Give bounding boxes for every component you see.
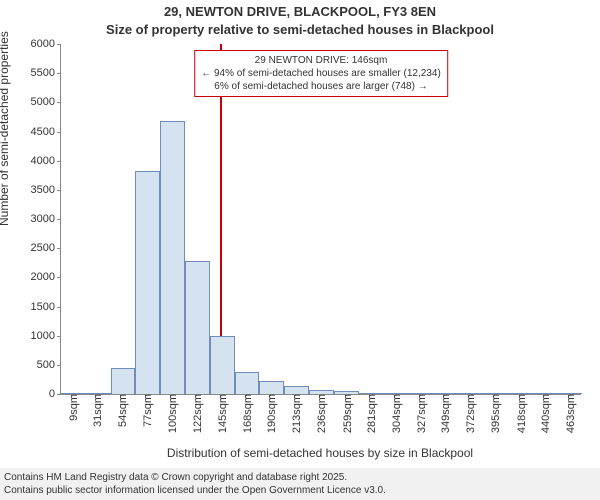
y-tick-mark bbox=[57, 102, 61, 103]
y-tick-mark bbox=[57, 336, 61, 337]
y-tick-mark bbox=[57, 307, 61, 308]
x-tick-label: 54sqm bbox=[111, 394, 129, 427]
x-tick-label: 327sqm bbox=[410, 394, 428, 433]
histogram-bar bbox=[284, 386, 309, 394]
y-tick-mark bbox=[57, 394, 61, 395]
histogram-bar bbox=[259, 381, 284, 394]
x-tick-label: 77sqm bbox=[136, 394, 154, 427]
x-tick-label: 349sqm bbox=[434, 394, 452, 433]
x-tick-label: 145sqm bbox=[211, 394, 229, 433]
x-tick-label: 281sqm bbox=[360, 394, 378, 433]
x-tick-label: 31sqm bbox=[86, 394, 104, 427]
x-tick-label: 440sqm bbox=[534, 394, 552, 433]
histogram-bar bbox=[135, 171, 160, 394]
y-tick-mark bbox=[57, 277, 61, 278]
histogram-bar bbox=[210, 336, 235, 394]
x-tick-label: 122sqm bbox=[186, 394, 204, 433]
x-axis-label: Distribution of semi-detached houses by … bbox=[60, 446, 580, 460]
x-tick-label: 9sqm bbox=[62, 394, 80, 421]
x-tick-label: 100sqm bbox=[161, 394, 179, 433]
x-tick-label: 463sqm bbox=[559, 394, 577, 433]
histogram-bar bbox=[235, 372, 260, 394]
x-tick-label: 259sqm bbox=[336, 394, 354, 433]
x-tick-label: 236sqm bbox=[310, 394, 328, 433]
x-tick-label: 168sqm bbox=[236, 394, 254, 433]
histogram-bar bbox=[111, 368, 136, 394]
y-tick-mark bbox=[57, 365, 61, 366]
annotation-line3: 6% of semi-detached houses are larger (7… bbox=[201, 80, 441, 93]
y-tick-mark bbox=[57, 219, 61, 220]
x-tick-label: 190sqm bbox=[260, 394, 278, 433]
y-tick-mark bbox=[57, 161, 61, 162]
annotation-box: 29 NEWTON DRIVE: 146sqm ← 94% of semi-de… bbox=[194, 50, 448, 97]
annotation-line2: ← 94% of semi-detached houses are smalle… bbox=[201, 67, 441, 80]
chart-title-line1: 29, NEWTON DRIVE, BLACKPOOL, FY3 8EN bbox=[0, 4, 600, 19]
x-tick-label: 395sqm bbox=[484, 394, 502, 433]
footer-line2: Contains public sector information licen… bbox=[4, 484, 596, 497]
chart-container: 29, NEWTON DRIVE, BLACKPOOL, FY3 8EN Siz… bbox=[0, 0, 600, 500]
histogram-bar bbox=[160, 121, 185, 394]
y-tick-mark bbox=[57, 73, 61, 74]
x-tick-label: 418sqm bbox=[510, 394, 528, 433]
y-tick-mark bbox=[57, 248, 61, 249]
y-tick-mark bbox=[57, 44, 61, 45]
annotation-line1: 29 NEWTON DRIVE: 146sqm bbox=[201, 54, 441, 67]
footer-line1: Contains HM Land Registry data © Crown c… bbox=[4, 471, 596, 484]
x-tick-label: 372sqm bbox=[459, 394, 477, 433]
x-tick-label: 213sqm bbox=[285, 394, 303, 433]
footer-attribution: Contains HM Land Registry data © Crown c… bbox=[0, 468, 600, 500]
chart-title-line2: Size of property relative to semi-detach… bbox=[0, 22, 600, 37]
histogram-bar bbox=[185, 261, 210, 394]
y-tick-mark bbox=[57, 190, 61, 191]
plot-area: 29 NEWTON DRIVE: 146sqm ← 94% of semi-de… bbox=[60, 44, 581, 395]
y-tick-mark bbox=[57, 132, 61, 133]
x-tick-label: 304sqm bbox=[385, 394, 403, 433]
